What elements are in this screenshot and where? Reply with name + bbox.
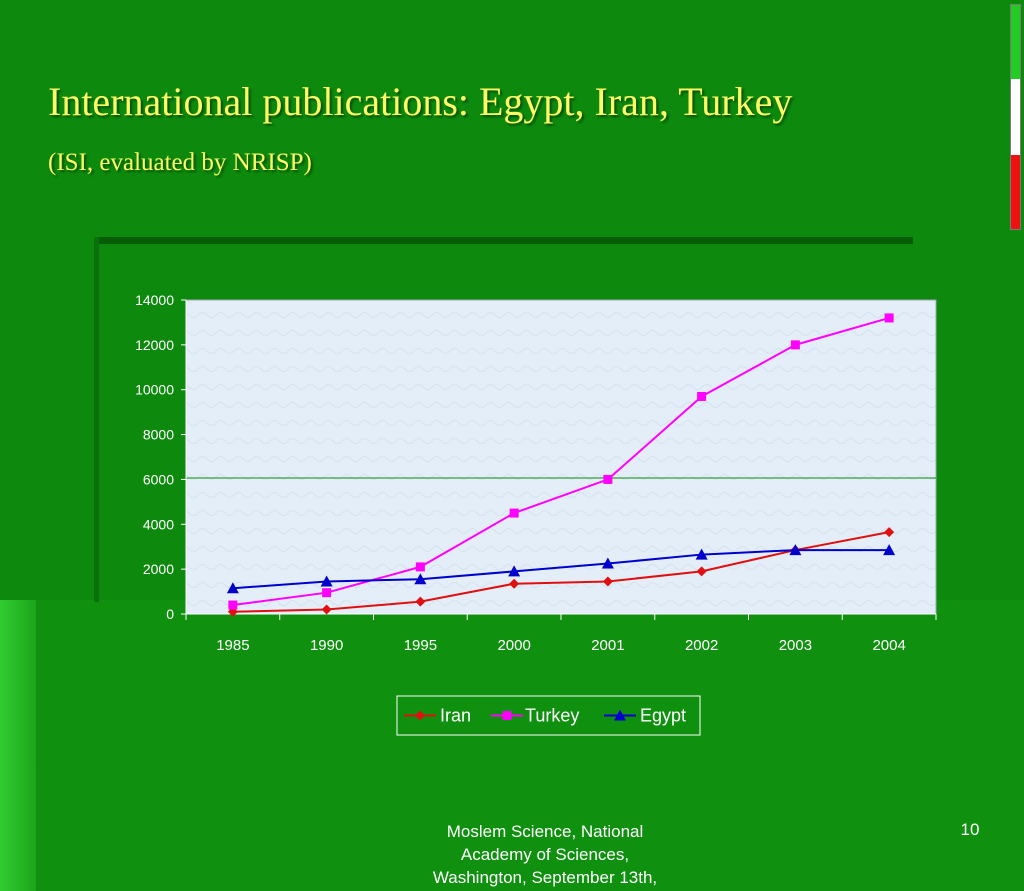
y-tick-label: 8000 (143, 427, 174, 443)
turkey-series-line (232, 316, 890, 607)
iran-data-point (884, 527, 895, 538)
decorative-left-bar (0, 600, 36, 891)
iran-data-point (696, 566, 707, 577)
egypt-legend-marker (614, 709, 626, 721)
y-tick-label: 12000 (135, 337, 174, 353)
slide-subtitle: (ISI, evaluated by NRISP) (48, 149, 312, 176)
iran-data-point (321, 604, 332, 615)
turkey-data-point (603, 474, 613, 484)
turkey-data-point (322, 588, 332, 598)
footer-line: Washington, September 13th, (432, 868, 658, 887)
y-tick-label: 14000 (135, 292, 174, 308)
x-tick-label: 1995 (404, 637, 437, 654)
slide-title: International publications: Egypt, Iran,… (48, 79, 793, 124)
egypt-data-point (226, 582, 239, 594)
turkey-data-point (884, 313, 894, 323)
turkey-legend-marker (502, 711, 512, 720)
x-tick-label: 2004 (872, 637, 905, 654)
y-tick-label: 0 (166, 606, 174, 622)
egypt-data-point (695, 548, 708, 560)
flag-stripe-icon (1010, 4, 1021, 230)
decorative-horizontal-line (96, 237, 913, 244)
turkey-legend-label: Turkey (525, 706, 579, 726)
x-tick-label: 1990 (310, 637, 343, 654)
egypt-legend-label: Egypt (640, 706, 686, 726)
decorative-bottom-block (36, 600, 1024, 891)
x-tick-label: 2001 (591, 637, 624, 654)
egypt-data-point (414, 573, 427, 585)
footer-line: Moslem Science, National (446, 822, 644, 841)
page-number: 10 (960, 820, 980, 839)
y-tick-label: 2000 (143, 561, 174, 577)
footer-line: Academy of Sciences, (460, 845, 630, 864)
iran-legend-label: Iran (440, 706, 471, 726)
y-tick-label: 4000 (143, 516, 174, 532)
turkey-data-point (228, 600, 238, 610)
legend-box (396, 695, 701, 736)
x-tick-label: 2003 (779, 637, 812, 654)
plot-area (185, 299, 937, 615)
turkey-data-point (415, 562, 425, 572)
iran-series-line (232, 531, 890, 613)
turkey-data-point (697, 391, 707, 401)
egypt-data-point (883, 544, 896, 556)
iran-data-point (602, 576, 613, 587)
x-tick-label: 2000 (497, 637, 530, 654)
egypt-data-point (601, 557, 614, 569)
y-tick-label: 6000 (143, 471, 174, 487)
slide-footer: Moslem Science, National Academy of Scie… (395, 820, 695, 889)
x-tick-label: 2002 (685, 637, 718, 654)
iran-data-point (509, 578, 520, 589)
x-tick-label: 1985 (216, 637, 249, 654)
egypt-data-point (320, 575, 333, 587)
y-tick-label: 10000 (135, 382, 174, 398)
turkey-data-point (790, 340, 800, 350)
turkey-data-point (509, 508, 519, 518)
decorative-vertical-line (94, 237, 99, 602)
iran-data-point (415, 596, 426, 607)
egypt-series-line (232, 549, 890, 590)
egypt-data-point (789, 544, 802, 556)
egypt-data-point (508, 565, 521, 577)
iran-legend-marker (415, 710, 425, 721)
